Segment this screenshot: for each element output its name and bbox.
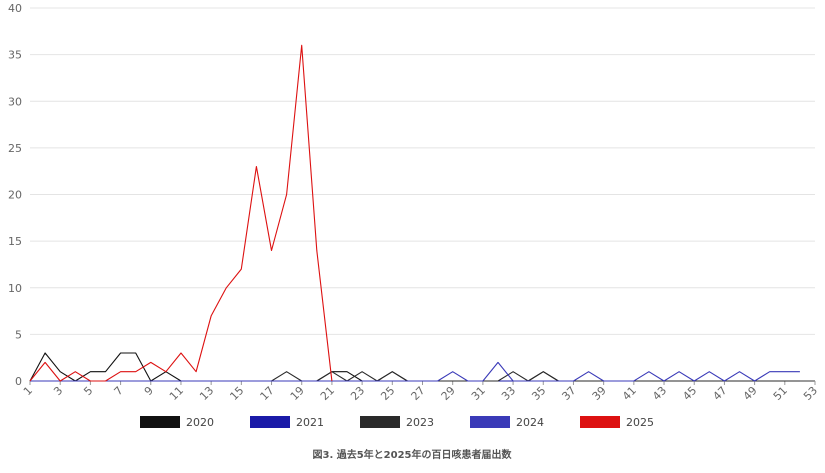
- x-tick-label: 15: [227, 384, 246, 403]
- x-tick-label: 43: [650, 384, 669, 403]
- x-tick-label: 19: [288, 384, 307, 403]
- legend-label: 2023: [406, 416, 434, 429]
- legend-swatch: [360, 416, 400, 428]
- chart-caption: 図3. 過去5年と2025年の百日咳患者届出数: [312, 448, 512, 461]
- x-tick-label: 23: [348, 384, 367, 403]
- legend-label: 2021: [296, 416, 324, 429]
- grid-lines: [30, 7, 815, 335]
- y-tick-label: 20: [8, 189, 22, 202]
- x-tick-label: 1: [21, 384, 35, 398]
- y-tick-label: 25: [8, 142, 22, 155]
- x-tick-label: 47: [710, 384, 729, 403]
- legend-label: 2020: [186, 416, 214, 429]
- legend[interactable]: 2020 2021 2023 2024 2025: [140, 416, 654, 429]
- legend-item-2024[interactable]: 2024: [470, 416, 544, 429]
- x-tick-label: 39: [590, 384, 609, 403]
- x-tick-label: 35: [529, 384, 548, 403]
- x-tick-label: 21: [318, 384, 337, 403]
- series-line-2025: [29, 44, 333, 382]
- legend-label: 2025: [626, 416, 654, 429]
- legend-swatch: [470, 416, 510, 428]
- y-tick-label: 15: [8, 235, 22, 248]
- legend-swatch: [140, 416, 180, 428]
- x-tick-label: 49: [741, 384, 760, 403]
- x-tick-label: 13: [197, 384, 216, 403]
- x-tick-label: 51: [771, 384, 790, 403]
- x-tick-label: 33: [499, 384, 518, 403]
- x-tick-label: 11: [167, 384, 186, 403]
- y-tick-label: 40: [8, 2, 22, 15]
- y-tick-label: 0: [15, 375, 22, 388]
- x-tick-label: 45: [680, 384, 699, 403]
- x-tick-label: 41: [620, 384, 639, 403]
- x-tick-label: 27: [409, 384, 428, 403]
- legend-item-2025[interactable]: 2025: [580, 416, 654, 429]
- legend-swatch: [250, 416, 290, 428]
- y-tick-label: 10: [8, 282, 22, 295]
- y-tick-label: 30: [8, 95, 22, 108]
- x-tick-label: 7: [112, 384, 126, 398]
- legend-swatch: [580, 416, 620, 428]
- x-tick-label: 37: [559, 384, 578, 403]
- legend-item-2021[interactable]: 2021: [250, 416, 324, 429]
- legend-item-2020[interactable]: 2020: [140, 416, 214, 429]
- series-line-2023: [30, 371, 800, 382]
- y-tick-label: 5: [15, 328, 22, 341]
- x-tick-label: 17: [258, 384, 277, 403]
- series-line-2020: [29, 352, 800, 382]
- legend-item-2023[interactable]: 2023: [360, 416, 434, 429]
- x-tick-label: 9: [142, 384, 156, 398]
- series-lines: [29, 44, 800, 382]
- x-tick-label: 5: [81, 384, 95, 398]
- x-tick-label: 25: [378, 384, 397, 403]
- legend-label: 2024: [516, 416, 544, 429]
- x-tick-label: 29: [439, 384, 458, 403]
- x-tick-label: 53: [801, 384, 820, 403]
- y-tick-label: 35: [8, 49, 22, 62]
- x-tick-label: 31: [469, 384, 488, 403]
- series-line-2024: [30, 361, 800, 382]
- x-tick-label: 3: [51, 384, 65, 398]
